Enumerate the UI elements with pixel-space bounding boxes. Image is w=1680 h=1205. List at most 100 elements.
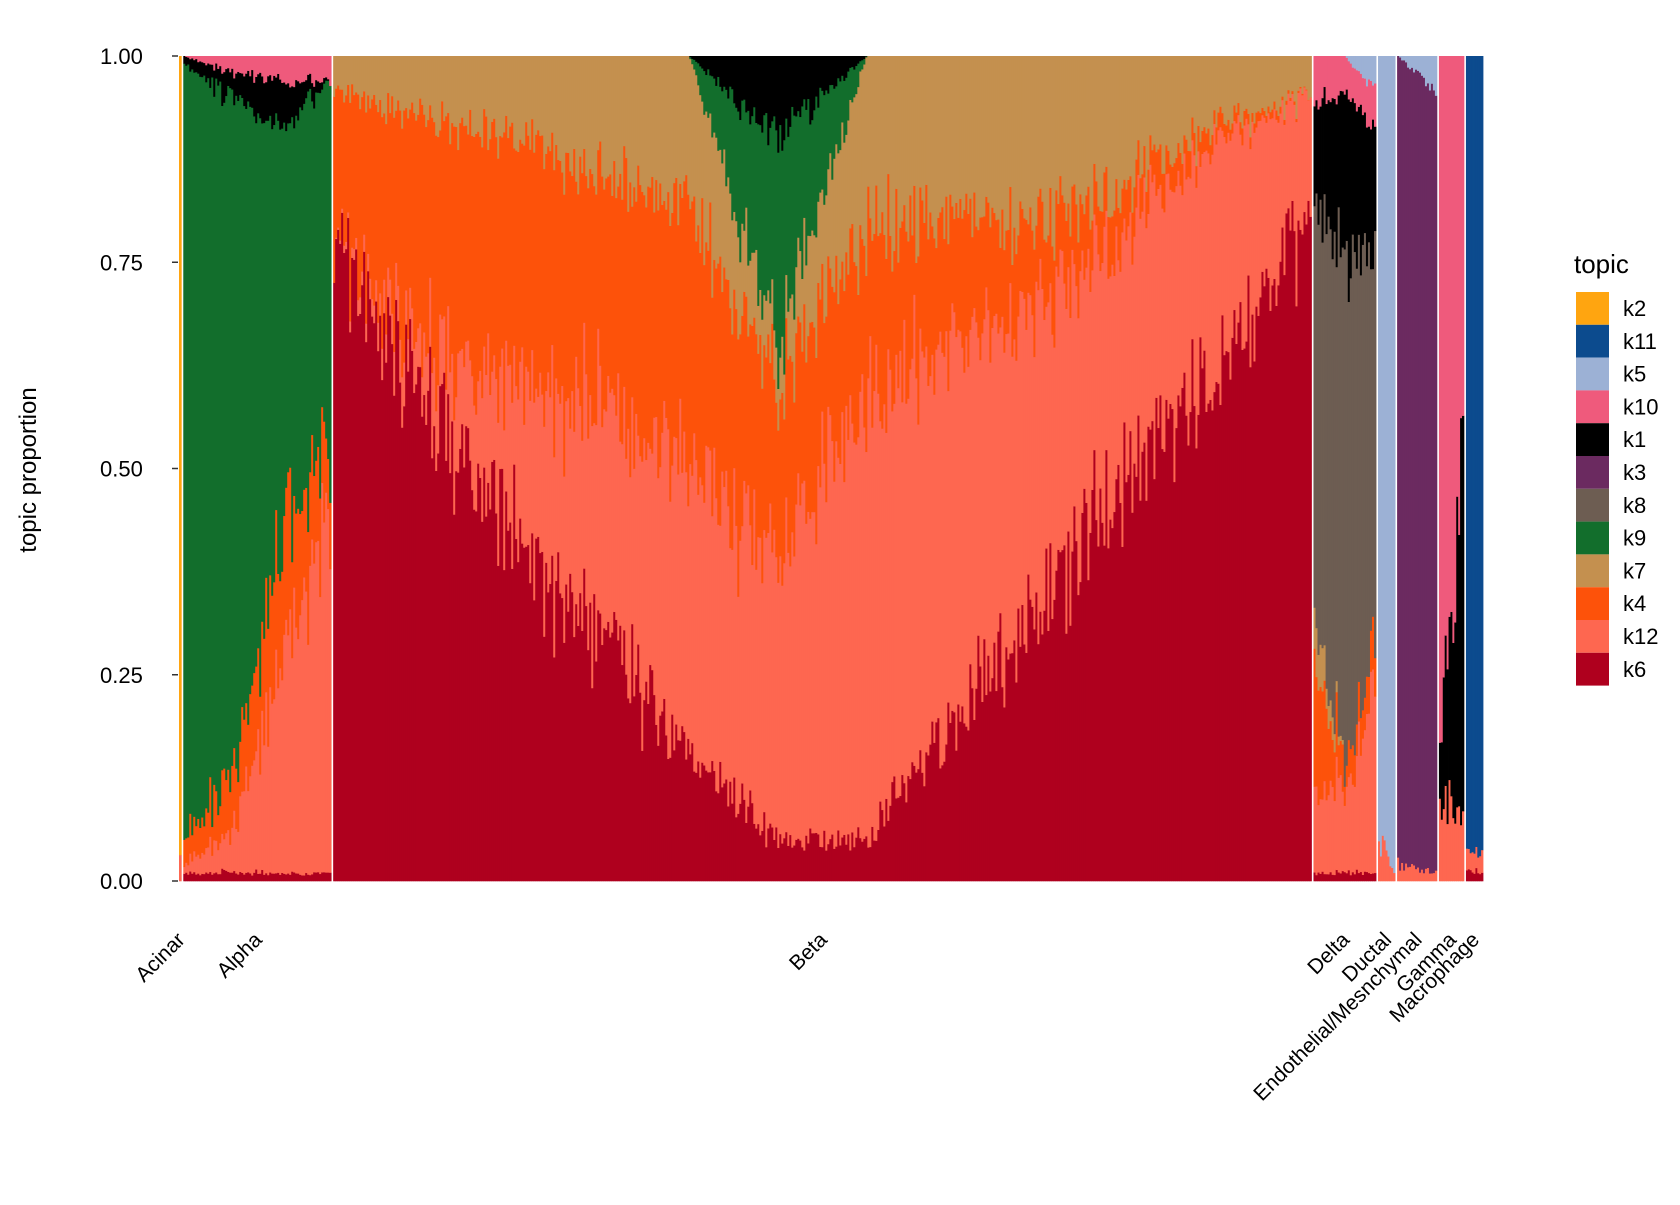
- segment-k4: [1013, 227, 1016, 340]
- segment-k12: [1207, 153, 1210, 404]
- segment-k4: [431, 117, 434, 374]
- segment-k12: [1347, 776, 1351, 871]
- segment-k4: [1067, 203, 1070, 268]
- segment-k1: [215, 63, 218, 79]
- segment-k5: [1428, 56, 1432, 91]
- segment-k9: [837, 77, 840, 154]
- segment-k12: [1159, 184, 1162, 396]
- segment-k6: [947, 702, 950, 882]
- segment-k4: [893, 250, 896, 404]
- segment-k12: [1391, 867, 1394, 882]
- segment-k12: [875, 344, 878, 841]
- segment-k9: [235, 95, 238, 769]
- segment-k10: [1363, 78, 1367, 113]
- segment-k6: [519, 518, 522, 882]
- segment-k4: [1217, 112, 1220, 131]
- segment-k1: [231, 68, 234, 90]
- segment-k7: [781, 336, 784, 393]
- segment-k12: [1229, 140, 1232, 380]
- segment-k6: [1067, 531, 1070, 882]
- segment-k10: [325, 56, 328, 78]
- segment-k10: [1462, 56, 1465, 416]
- segment-k6: [1319, 873, 1322, 882]
- segment-k4: [297, 508, 300, 640]
- segment-k12: [1077, 318, 1080, 596]
- segment-k1: [797, 56, 800, 112]
- segment-k7: [963, 56, 966, 211]
- segment-k12: [355, 237, 358, 250]
- segment-k6: [961, 706, 964, 882]
- segment-k7: [711, 137, 714, 298]
- segment-k4: [821, 263, 824, 412]
- segment-k7: [1161, 56, 1164, 174]
- segment-k6: [1099, 488, 1102, 882]
- segment-k12: [457, 353, 460, 473]
- segment-k12: [841, 411, 844, 838]
- segment-k6: [837, 830, 840, 882]
- segment-k1: [785, 56, 788, 119]
- segment-k6: [843, 834, 846, 882]
- segment-k12: [1107, 278, 1110, 549]
- segment-k7: [667, 56, 670, 193]
- segment-k4: [329, 502, 332, 570]
- segment-k6: [973, 719, 976, 882]
- segment-k4: [1195, 165, 1198, 188]
- segment-k4: [515, 150, 518, 387]
- segment-k7: [941, 56, 944, 208]
- segment-k12: [315, 541, 318, 873]
- segment-k12: [1313, 786, 1316, 873]
- segment-k4: [757, 353, 760, 538]
- segment-k1: [721, 56, 724, 92]
- segment-k12: [413, 348, 416, 394]
- segment-k12: [1331, 786, 1335, 875]
- segment-k12: [1205, 150, 1208, 412]
- segment-k4: [307, 531, 310, 645]
- segment-k12: [543, 426, 546, 637]
- segment-k6: [1041, 634, 1044, 882]
- segment-k10: [1353, 68, 1357, 104]
- x-tick-label: Beta: [785, 928, 832, 975]
- segment-k4: [863, 245, 866, 428]
- segment-k4: [555, 144, 558, 379]
- segment-k4: [487, 149, 490, 334]
- segment-k4: [1199, 141, 1202, 167]
- segment-k4: [983, 216, 986, 320]
- segment-k6: [991, 677, 994, 882]
- segment-k7: [455, 56, 458, 128]
- segment-k6: [1195, 448, 1198, 882]
- segment-k6: [221, 868, 224, 882]
- segment-k4: [1141, 174, 1144, 212]
- segment-k7: [1053, 56, 1056, 261]
- segment-k7: [507, 56, 510, 139]
- segment-k4: [301, 510, 304, 601]
- segment-k4: [367, 95, 370, 254]
- segment-k6: [953, 712, 956, 882]
- segment-k4: [589, 168, 592, 396]
- segment-k6: [989, 691, 992, 882]
- segment-k4: [1313, 648, 1316, 787]
- segment-k7: [1083, 56, 1086, 215]
- segment-k9: [215, 78, 218, 792]
- segment-k6: [927, 755, 930, 882]
- segment-k1: [731, 56, 734, 90]
- segment-k12: [433, 357, 436, 427]
- segment-k7: [1235, 56, 1238, 113]
- segment-k8: [1335, 266, 1339, 682]
- segment-k7: [1215, 56, 1218, 128]
- segment-k12: [325, 492, 328, 873]
- segment-k6: [525, 546, 528, 882]
- segment-k7: [699, 94, 702, 253]
- segment-k12: [1339, 774, 1343, 874]
- segment-k12: [1111, 264, 1114, 529]
- segment-k6: [841, 837, 844, 882]
- segment-k1: [823, 56, 826, 96]
- segment-k1: [859, 56, 862, 62]
- segment-k7: [495, 56, 498, 138]
- segment-k6: [845, 844, 848, 882]
- segment-k6: [483, 467, 486, 882]
- segment-k6: [1103, 545, 1106, 882]
- segment-k4: [327, 458, 330, 510]
- segment-k6: [505, 491, 508, 882]
- segment-k12: [985, 287, 988, 696]
- segment-k12: [665, 417, 668, 736]
